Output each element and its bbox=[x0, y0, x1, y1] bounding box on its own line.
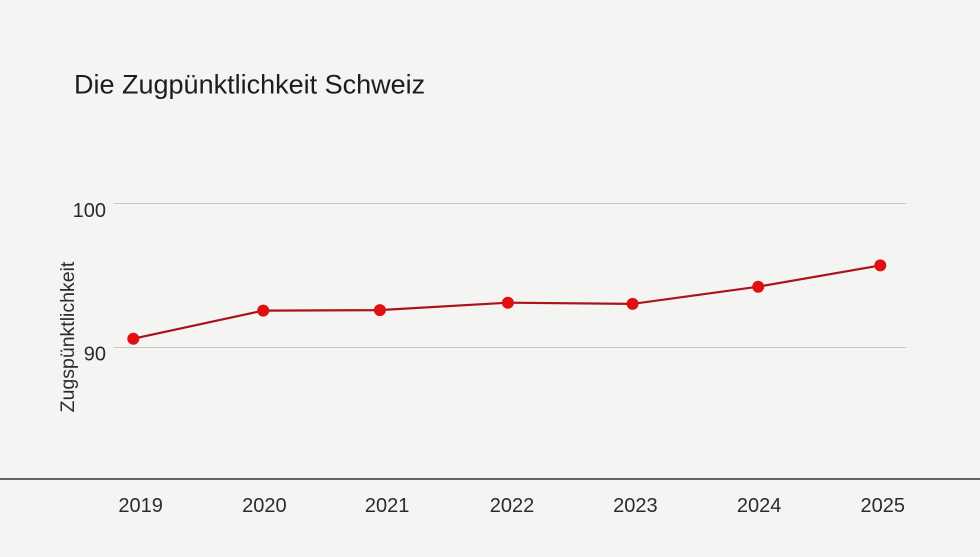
svg-text:2019: 2019 bbox=[118, 495, 163, 517]
svg-text:2020: 2020 bbox=[242, 495, 287, 517]
svg-text:Die Zugpünktlichkeit Schweiz: Die Zugpünktlichkeit Schweiz bbox=[74, 70, 425, 100]
svg-text:2023: 2023 bbox=[613, 495, 658, 517]
svg-text:2021: 2021 bbox=[365, 495, 410, 517]
svg-text:Zugspünktlichkeit: Zugspünktlichkeit bbox=[57, 261, 79, 412]
svg-text:2025: 2025 bbox=[861, 495, 906, 517]
svg-text:2022: 2022 bbox=[490, 495, 535, 517]
svg-text:90: 90 bbox=[84, 344, 106, 366]
svg-text:2024: 2024 bbox=[737, 495, 782, 517]
svg-text:100: 100 bbox=[73, 200, 106, 222]
